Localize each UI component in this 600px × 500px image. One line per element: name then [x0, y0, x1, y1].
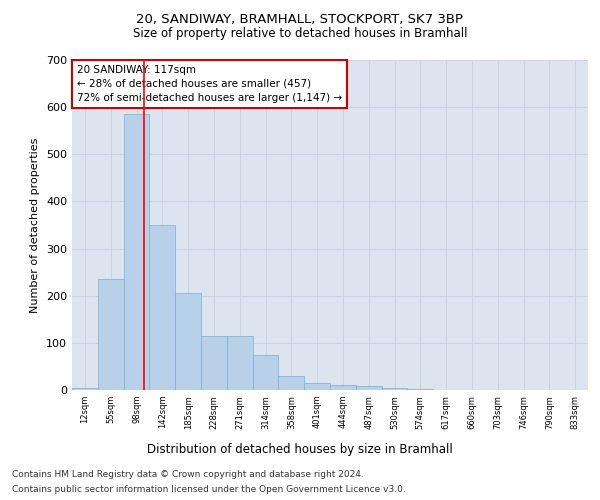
- Bar: [227, 336, 253, 390]
- Text: Size of property relative to detached houses in Bramhall: Size of property relative to detached ho…: [133, 28, 467, 40]
- Bar: [382, 388, 407, 390]
- Text: 20, SANDIWAY, BRAMHALL, STOCKPORT, SK7 3BP: 20, SANDIWAY, BRAMHALL, STOCKPORT, SK7 3…: [137, 12, 464, 26]
- Bar: [124, 114, 149, 390]
- Bar: [175, 294, 201, 390]
- Bar: [278, 376, 304, 390]
- Bar: [304, 383, 330, 390]
- Bar: [72, 388, 98, 390]
- Text: Contains HM Land Registry data © Crown copyright and database right 2024.: Contains HM Land Registry data © Crown c…: [12, 470, 364, 479]
- Y-axis label: Number of detached properties: Number of detached properties: [31, 138, 40, 312]
- Text: Distribution of detached houses by size in Bramhall: Distribution of detached houses by size …: [147, 442, 453, 456]
- Bar: [253, 354, 278, 390]
- Bar: [201, 336, 227, 390]
- Bar: [98, 279, 124, 390]
- Bar: [330, 386, 356, 390]
- Bar: [356, 386, 382, 390]
- Text: 20 SANDIWAY: 117sqm
← 28% of detached houses are smaller (457)
72% of semi-detac: 20 SANDIWAY: 117sqm ← 28% of detached ho…: [77, 65, 342, 103]
- Bar: [407, 388, 433, 390]
- Text: Contains public sector information licensed under the Open Government Licence v3: Contains public sector information licen…: [12, 485, 406, 494]
- Bar: [149, 225, 175, 390]
